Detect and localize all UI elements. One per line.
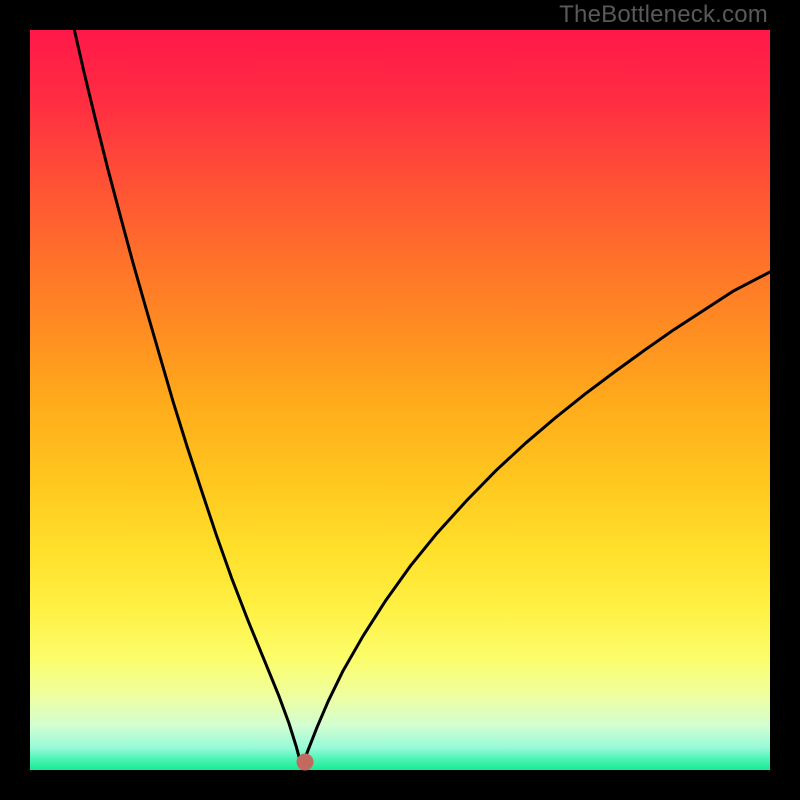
plot-area [30, 30, 770, 770]
optimum-marker [297, 753, 314, 770]
bottleneck-curve [30, 30, 770, 770]
chart-container: TheBottleneck.com [0, 0, 800, 800]
watermark-text: TheBottleneck.com [559, 1, 768, 29]
curve-path [74, 30, 770, 766]
